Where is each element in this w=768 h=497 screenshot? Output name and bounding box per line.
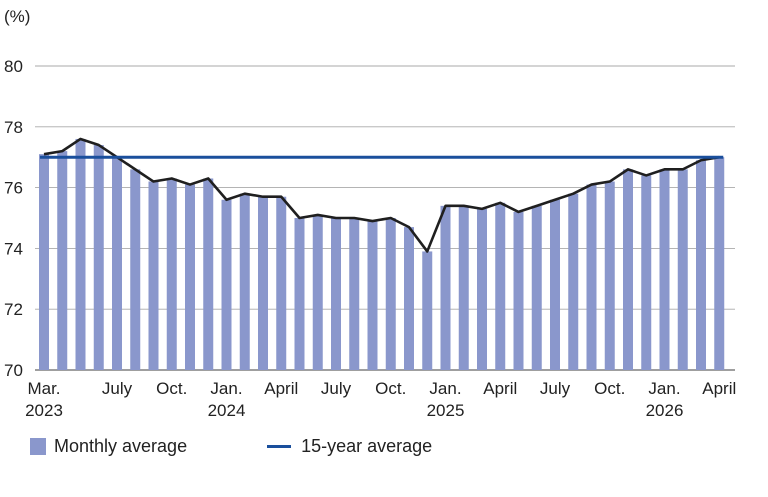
legend-label-15-year-average: 15-year average [301, 436, 433, 456]
x-axis-ticks: Mar. 2023 July Oct. Jan. 2024 April July Oct. Jan… [25, 379, 736, 420]
x-tick-label-month: Oct. [375, 379, 406, 398]
bar [696, 160, 706, 370]
bar [458, 205, 469, 370]
x-tick-label-year: 2024 [208, 401, 246, 420]
bar [130, 169, 141, 370]
legend-swatch-bar [30, 438, 46, 455]
bar [203, 178, 214, 370]
bar [641, 175, 652, 370]
bar [185, 184, 195, 370]
bar [57, 151, 68, 370]
bar [239, 193, 250, 370]
bar [714, 157, 725, 370]
legend-label-monthly-average: Monthly average [54, 436, 188, 456]
bar [495, 202, 506, 370]
line-series [43, 137, 720, 253]
y-tick-label: 76 [4, 179, 23, 198]
series-line [43, 137, 720, 253]
x-tick-label-year: 2026 [646, 401, 684, 420]
bar [513, 211, 524, 370]
bar [39, 154, 49, 370]
x-tick-label-month: July [321, 379, 352, 398]
legend: Monthly average 15-year average [30, 436, 432, 457]
bar [367, 221, 378, 370]
legend-item-15-year-average: 15-year average [267, 436, 432, 457]
y-axis-unit-label: (%) [4, 7, 30, 26]
bar [604, 181, 615, 370]
bar [385, 218, 396, 370]
bar [166, 178, 177, 370]
x-tick-label-month: July [102, 379, 133, 398]
legend-swatch-line [267, 445, 292, 448]
bar-series-monthly-average [39, 138, 725, 370]
x-tick-label-month: Jan. [429, 379, 461, 398]
bar [404, 227, 414, 370]
x-tick-label-month: July [540, 379, 571, 398]
chart-canvas: (%) 70 72 74 76 78 80 Mar. 2023 July Oct. Jan. 202… [4, 7, 736, 420]
bar [623, 169, 633, 370]
legend-item-monthly-average: Monthly average [30, 436, 187, 457]
x-tick-label-month: Oct. [594, 379, 625, 398]
bar [331, 218, 341, 370]
bar [422, 251, 433, 370]
bar [276, 196, 287, 370]
x-tick-label-month: Jan. [648, 379, 680, 398]
bar [550, 199, 560, 370]
bar [221, 199, 232, 370]
y-tick-label: 80 [4, 57, 23, 76]
bar [75, 138, 86, 370]
bar [93, 145, 104, 370]
bar [586, 184, 597, 370]
x-tick-label-month: Jan. [210, 379, 242, 398]
x-tick-label-year: 2025 [427, 401, 465, 420]
bar [349, 218, 360, 370]
bar [568, 193, 579, 370]
bar [312, 214, 323, 370]
x-tick-label-year: 2023 [25, 401, 63, 420]
y-tick-label: 72 [4, 300, 23, 319]
bar [148, 181, 159, 370]
bar [258, 196, 268, 370]
bar [677, 169, 688, 370]
y-tick-label: 74 [4, 239, 23, 258]
x-tick-label-month: April [702, 379, 736, 398]
bar [294, 218, 305, 370]
bar [659, 169, 670, 370]
bar [440, 205, 451, 370]
x-tick-label-month: April [264, 379, 298, 398]
x-tick-label-month: Oct. [156, 379, 187, 398]
bar [531, 205, 542, 370]
bar [112, 157, 122, 370]
y-tick-label: 70 [4, 361, 23, 380]
y-tick-label: 78 [4, 118, 23, 137]
bar [477, 208, 487, 370]
y-axis-ticks: 70 72 74 76 78 80 [4, 57, 23, 380]
x-tick-label-month: April [483, 379, 517, 398]
x-tick-label-month: Mar. [27, 379, 60, 398]
